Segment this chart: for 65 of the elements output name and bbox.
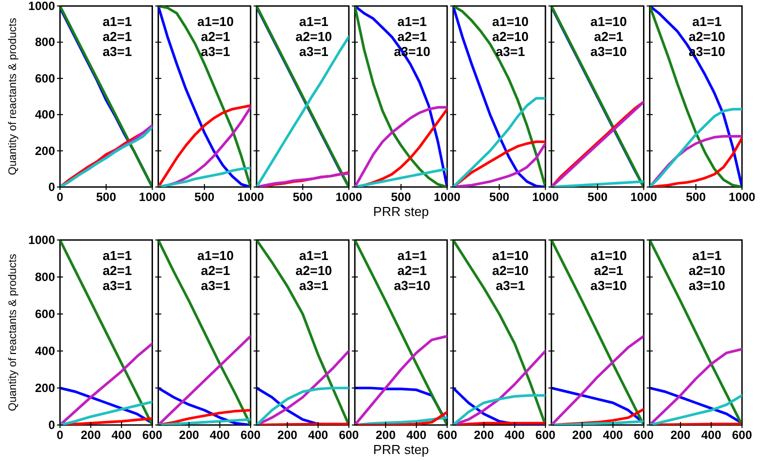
y-tick-label: 1000 <box>28 233 56 247</box>
x-tick-label: 500 <box>588 190 608 204</box>
x-tick-label: 1000 <box>237 190 264 204</box>
x-tick-label: 200 <box>80 428 102 442</box>
annotation: a1=10 a2=10 a3=1 <box>492 248 529 293</box>
y-tick-label: 800 <box>34 270 56 284</box>
x-axis-title: PRR step <box>373 204 429 219</box>
x-tick-label: 400 <box>308 428 328 442</box>
annotation: a1=10 a2=1 a3=10 <box>590 14 627 59</box>
annotation: a1=1 a2=10 a3=10 <box>688 248 726 293</box>
y-tick-label: 600 <box>34 71 56 86</box>
x-tick-label: 400 <box>504 428 525 442</box>
x-tick-label: 600 <box>535 428 556 442</box>
annotation: a1=1 a2=1 a3=1 <box>102 248 132 293</box>
x-tick-label: 500 <box>96 190 116 204</box>
x-axis-title: PRR step <box>373 442 429 457</box>
x-tick-label: 1000 <box>336 190 363 204</box>
x-tick-label: 400 <box>406 428 427 442</box>
y-tick-label: 600 <box>34 307 56 321</box>
annotation: a1=10 a2=10 a3=1 <box>492 14 529 59</box>
x-tick-label: 1000 <box>630 190 658 204</box>
y-tick-label: 200 <box>34 381 56 395</box>
y-tick-label: 800 <box>34 35 56 50</box>
y-tick-label: 0 <box>48 418 56 432</box>
x-tick-label: 200 <box>572 428 593 442</box>
x-tick-label: 500 <box>390 190 412 204</box>
y-axis-title: Quantity of reactants & products <box>7 17 19 176</box>
annotation: a1=1 a2=1 a3=10 <box>394 248 430 293</box>
y-tick-label: 0 <box>48 180 56 194</box>
x-tick-label: 400 <box>701 428 722 442</box>
x-tick-label: 600 <box>732 428 752 442</box>
annotation: a1=1 a2=1 a3=1 <box>102 14 132 59</box>
x-tick-label: 200 <box>376 428 396 442</box>
x-tick-label: 200 <box>277 428 298 442</box>
x-tick-label: 200 <box>670 428 691 442</box>
x-tick-label: 1000 <box>728 190 756 204</box>
x-tick-label: 200 <box>179 428 200 442</box>
x-tick-label: 400 <box>112 428 132 442</box>
x-tick-label: 500 <box>686 190 706 204</box>
x-tick-label: 1000 <box>532 190 560 204</box>
annotation: a1=1 a2=10 a3=1 <box>296 248 332 293</box>
annotation: a1=10 a2=1 a3=1 <box>197 14 234 59</box>
x-tick-label: 1000 <box>434 190 461 204</box>
annotation: a1=10 a2=1 a3=1 <box>197 248 234 293</box>
x-tick-label: 400 <box>602 428 624 442</box>
y-tick-label: 200 <box>34 144 56 158</box>
x-tick-label: 0 <box>56 190 64 204</box>
y-tick-label: 400 <box>34 108 56 122</box>
x-tick-label: 0 <box>56 428 64 442</box>
x-tick-label: 600 <box>338 428 360 442</box>
annotation: a1=10 a2=1 a3=10 <box>590 248 627 293</box>
x-tick-label: 600 <box>634 428 654 442</box>
y-axis-title: Quantity of reactants & products <box>7 253 19 412</box>
y-tick-label: 1000 <box>28 0 56 13</box>
x-tick-label: 1000 <box>138 190 166 204</box>
x-tick-label: 500 <box>194 190 215 204</box>
annotation: a1=1 a2=10 a3=1 <box>296 14 332 59</box>
x-tick-label: 600 <box>142 428 163 442</box>
x-tick-label: 500 <box>292 190 314 204</box>
y-tick-label: 400 <box>34 344 56 358</box>
x-tick-label: 500 <box>489 190 510 204</box>
x-tick-label: 600 <box>437 428 458 442</box>
x-tick-label: 600 <box>240 428 261 442</box>
x-tick-label: 200 <box>474 428 494 442</box>
x-tick-label: 400 <box>210 428 230 442</box>
